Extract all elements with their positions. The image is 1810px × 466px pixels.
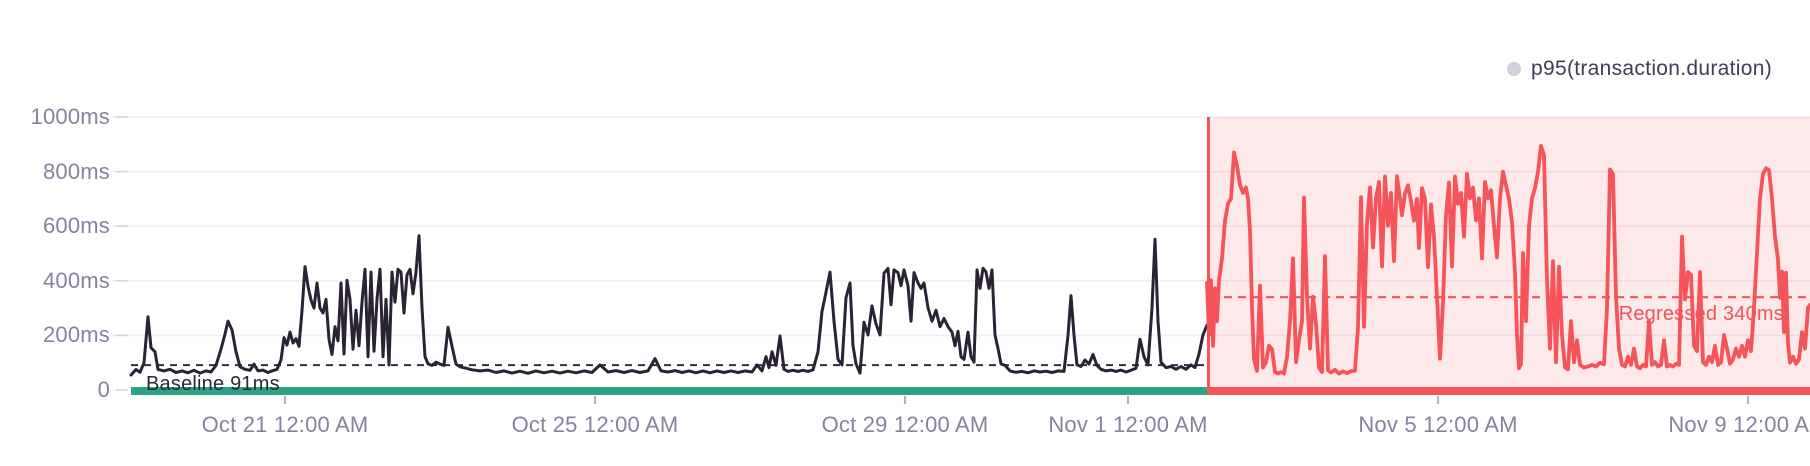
legend-series-label: p95(transaction.duration) [1531, 57, 1772, 80]
y-axis-tick-label: 600ms [42, 213, 110, 239]
series-dot-icon [1507, 62, 1522, 76]
y-axis-tick-label: 200ms [42, 322, 110, 348]
y-axis-tick-label: 800ms [42, 158, 110, 184]
x-axis-tick-label: Oct 29 12:00 AM [821, 412, 989, 437]
legend[interactable]: p95(transaction.duration) [1507, 57, 1772, 81]
y-axis-tick-label: 400ms [42, 267, 110, 293]
y-axis-tick-label: 1000ms [30, 104, 110, 129]
baseline-value-label: Baseline 91ms [146, 373, 280, 395]
regressed-value-label: Regressed 340ms [1618, 303, 1784, 325]
x-axis-tick-label: Nov 5 12:00 AM [1358, 412, 1518, 437]
x-axis-tick-label: Nov 1 12:00 AM [1048, 412, 1208, 437]
y-axis-tick-label: 0 [97, 377, 110, 402]
x-axis-tick-label: Oct 21 12:00 AM [201, 412, 369, 437]
x-axis-tick-label: Oct 25 12:00 AM [511, 412, 679, 437]
x-axis-tick-label: Nov 9 12:00 AM [1668, 412, 1810, 437]
